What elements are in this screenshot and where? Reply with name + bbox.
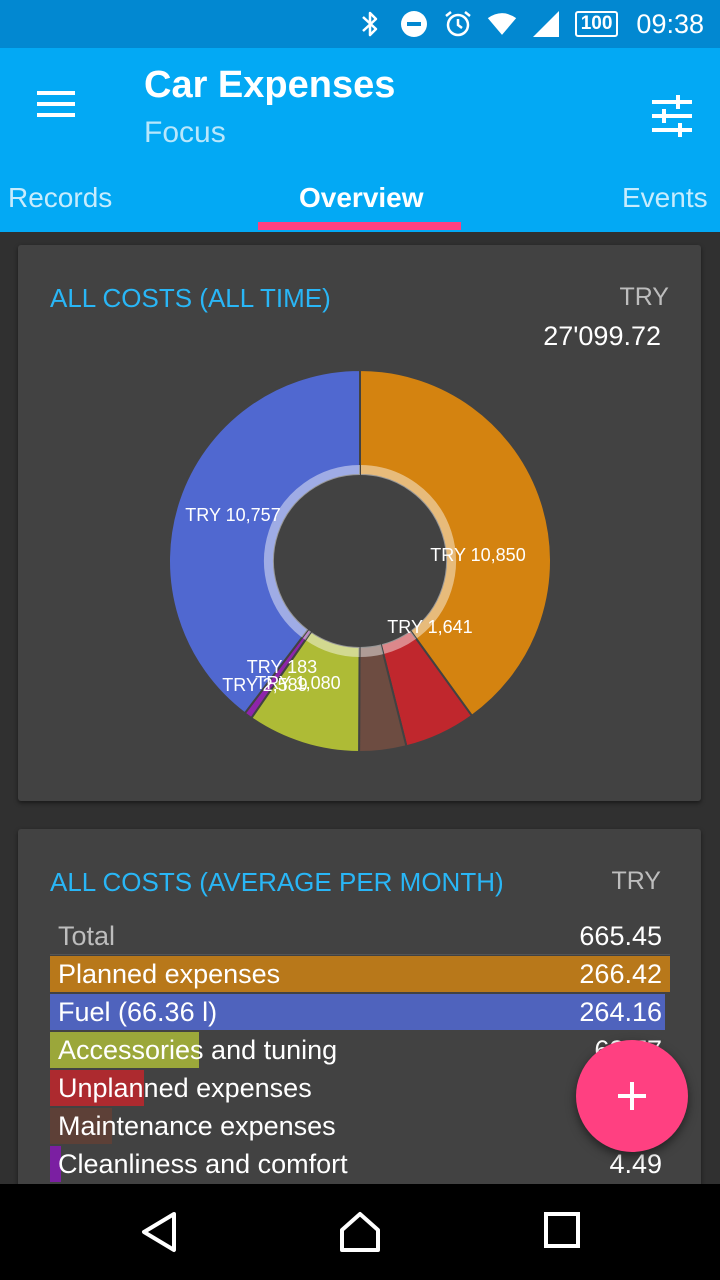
list-item: Cleanliness and comfort 4.49	[50, 1145, 670, 1183]
row-value: 665.45	[579, 921, 662, 951]
add-record-button[interactable]	[576, 1040, 688, 1152]
all-costs-total: 27'099.72	[543, 321, 661, 351]
donut-slice-highlight	[359, 465, 456, 639]
tune-sliders-icon[interactable]	[640, 84, 704, 148]
donut-slice-highlight	[264, 465, 361, 638]
row-label: Accessories and tuning	[58, 1035, 338, 1065]
row-bar	[50, 1146, 61, 1182]
average-costs-currency: TRY	[611, 867, 661, 895]
bluetooth-icon	[355, 9, 385, 39]
list-item: Unplanned expenses	[50, 1069, 670, 1107]
list-item: Fuel (66.36 l) 264.16	[50, 993, 670, 1031]
donut-slice-highlight	[305, 631, 360, 657]
slice-label: TRY 1,641	[387, 617, 472, 637]
row-label: Fuel (66.36 l)	[58, 997, 218, 1027]
clock: 09:38	[636, 8, 704, 39]
row-bar	[50, 994, 665, 1030]
row-bar	[50, 1108, 112, 1144]
hamburger-menu-icon[interactable]	[20, 78, 92, 130]
row-label: Cleanliness and comfort	[58, 1149, 348, 1179]
battery-indicator: 100	[574, 11, 619, 37]
app-bar: Car Expenses Focus Records Overview Even…	[0, 48, 720, 232]
slice-label: TRY 1,080	[255, 673, 340, 693]
all-costs-title: ALL COSTS (ALL TIME)	[50, 283, 331, 313]
plus-icon	[618, 1082, 646, 1110]
donut-slice	[359, 368, 552, 718]
status-bar: 100 09:38	[0, 0, 720, 48]
alarm-icon	[443, 9, 473, 39]
tab-indicator	[258, 222, 461, 230]
row-bar	[50, 1032, 199, 1068]
slice-label: TRY 10,850	[430, 545, 525, 565]
list-item: Maintenance expenses	[50, 1107, 670, 1145]
do-not-disturb-icon	[399, 9, 429, 39]
donut-slice-highlight	[380, 630, 417, 655]
row-label: Unplanned expenses	[58, 1073, 312, 1103]
home-icon[interactable]	[336, 1208, 384, 1256]
average-costs-card: ALL COSTS (AVERAGE PER MONTH) TRY Total …	[18, 829, 701, 1209]
tab-events[interactable]: Events	[622, 182, 708, 213]
row-bar	[50, 1070, 145, 1106]
donut-slice-highlight	[359, 644, 384, 657]
back-icon[interactable]	[136, 1208, 184, 1256]
average-costs-title: ALL COSTS (AVERAGE PER MONTH)	[50, 867, 504, 897]
slice-label: TRY 183	[247, 657, 317, 677]
tab-overview[interactable]: Overview	[299, 182, 424, 213]
row-value: 266.42	[579, 959, 662, 989]
list-item: Planned expenses 266.42	[50, 955, 670, 993]
donut-slice	[168, 368, 361, 715]
all-costs-currency: TRY	[619, 283, 669, 311]
row-bar	[50, 956, 670, 992]
row-label: Planned expenses	[58, 959, 281, 989]
slice-label: TRY 2,589	[222, 675, 307, 695]
row-label: Total	[58, 921, 116, 951]
list-item: Accessories and tuning 63.77	[50, 1031, 670, 1069]
row-value: 264.16	[579, 997, 662, 1027]
recents-icon[interactable]	[540, 1208, 588, 1256]
cost-breakdown-list: Total 665.45 Planned expenses 266.42 Fue…	[50, 917, 670, 1183]
navigation-bar	[0, 1184, 720, 1280]
all-costs-card: ALL COSTS (ALL TIME) TRY 27'099.72 TRY 1…	[18, 245, 701, 801]
tab-records[interactable]: Records	[8, 182, 113, 213]
tab-bar: Records Overview Events	[0, 176, 720, 232]
cellular-signal-icon	[531, 9, 561, 39]
app-title: Car Expenses	[144, 64, 396, 106]
row-label: Maintenance expenses	[58, 1111, 336, 1141]
row-value: 4.49	[609, 1149, 662, 1179]
wifi-icon	[487, 9, 517, 39]
list-item: Total 665.45	[50, 917, 670, 955]
slice-label: TRY 10,757	[185, 505, 280, 525]
app-subtitle: Focus	[144, 116, 226, 149]
